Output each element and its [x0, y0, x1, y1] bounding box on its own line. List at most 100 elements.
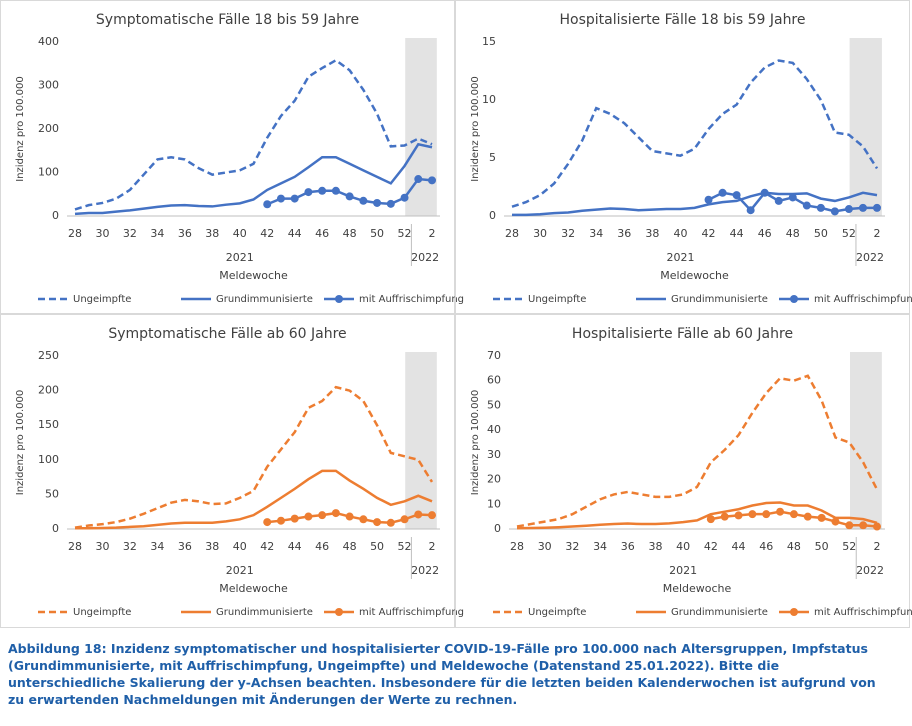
marker [803, 512, 812, 521]
y-tick-label: 70 [487, 349, 501, 362]
chart-title: Hospitalisierte Fälle ab 60 Jahre [572, 326, 793, 342]
year-label: 2022 [856, 564, 884, 577]
marker [718, 188, 727, 197]
x-tick-label: 44 [730, 227, 744, 240]
x-tick-label: 34 [150, 540, 164, 553]
year-label: 2021 [226, 251, 254, 264]
legend-label: Grundimmunisierte [216, 294, 313, 305]
year-label: 2022 [856, 251, 884, 264]
marker [760, 188, 769, 197]
x-tick-label: 38 [205, 540, 219, 553]
marker [263, 200, 272, 209]
marker [428, 176, 436, 185]
marker [276, 194, 285, 203]
x-tick-label: 40 [233, 227, 247, 240]
marker [830, 207, 839, 216]
legend-label: Ungeimpfte [73, 294, 131, 305]
x-tick-label: 46 [759, 540, 773, 553]
marker [789, 510, 798, 519]
marker [802, 201, 811, 210]
y-tick-label: 10 [482, 93, 496, 106]
x-axis-label: Meldewoche [219, 582, 288, 595]
chart-title: Symptomatische Fälle ab 60 Jahre [108, 326, 346, 342]
y-tick-label: 0 [52, 522, 59, 535]
x-tick-label: 50 [370, 227, 384, 240]
shaded-region [405, 38, 437, 216]
marker [290, 514, 299, 523]
year-label: 2022 [411, 251, 439, 264]
x-tick-label: 44 [288, 227, 302, 240]
legend-label: mit Auffrischimpfung [359, 607, 464, 618]
marker [817, 513, 826, 522]
marker [720, 512, 729, 521]
y-tick-label: 150 [38, 418, 59, 431]
marker [386, 199, 395, 208]
x-tick-label: 36 [621, 540, 635, 553]
x-tick-label: 28 [68, 227, 82, 240]
marker [304, 512, 313, 521]
series-line [75, 469, 433, 530]
year-label: 2021 [666, 251, 694, 264]
legend-label: Grundimmunisierte [216, 607, 313, 618]
y-axis-label: Inzidenz pro 100.000 [15, 76, 26, 181]
x-tick-label: 28 [68, 540, 82, 553]
figure: Symptomatische Fälle 18 bis 59 Jahre Inzi… [0, 0, 912, 628]
legend-marker [790, 295, 798, 303]
marker [345, 512, 354, 521]
marker [844, 205, 853, 214]
x-tick-label: 48 [343, 540, 357, 553]
panel-border [0, 0, 455, 314]
y-tick-label: 15 [482, 35, 496, 48]
chart-title: Symptomatische Fälle 18 bis 59 Jahre [96, 12, 359, 28]
marker [831, 517, 840, 526]
y-tick-label: 100 [38, 453, 59, 466]
x-tick-label: 38 [205, 227, 219, 240]
x-axis-label: Meldewoche [660, 269, 729, 282]
legend-label: Ungeimpfte [528, 294, 586, 305]
legend-label: mit Auffrischimpfung [814, 607, 912, 618]
marker [414, 510, 423, 519]
marker [746, 206, 755, 215]
chart-title: Hospitalisierte Fälle 18 bis 59 Jahre [560, 12, 806, 28]
x-tick-label: 50 [370, 540, 384, 553]
x-tick-label: 34 [589, 227, 603, 240]
y-tick-label: 400 [38, 35, 59, 48]
marker [748, 510, 757, 519]
marker [276, 516, 285, 525]
x-tick-label: 48 [343, 227, 357, 240]
year-label: 2021 [226, 564, 254, 577]
shaded-region [849, 38, 882, 216]
marker [788, 193, 797, 202]
y-tick-label: 300 [38, 79, 59, 92]
legend-label: Grundimmunisierte [671, 607, 768, 618]
x-tick-label: 48 [786, 227, 800, 240]
x-tick-label: 44 [732, 540, 746, 553]
y-tick-label: 30 [487, 448, 501, 461]
marker [359, 196, 368, 205]
y-tick-label: 250 [38, 349, 59, 362]
x-tick-label: 40 [673, 227, 687, 240]
x-axis-label: Meldewoche [663, 582, 732, 595]
legend-label: mit Auffrischimpfung [359, 294, 464, 305]
marker [400, 515, 409, 524]
y-tick-label: 10 [487, 497, 501, 510]
marker [414, 175, 423, 184]
x-tick-label: 30 [533, 227, 547, 240]
y-axis-label: Inzidenz pro 100.000 [15, 390, 26, 495]
marker [776, 507, 785, 516]
marker [373, 198, 382, 207]
y-axis-label: Inzidenz pro 100.000 [470, 76, 481, 181]
x-tick-label: 44 [288, 540, 302, 553]
y-tick-label: 5 [489, 151, 496, 164]
panel-border [0, 314, 455, 628]
year-label: 2022 [411, 564, 439, 577]
marker [400, 193, 409, 202]
marker [816, 203, 825, 212]
x-tick-label: 42 [260, 540, 274, 553]
series-line [511, 59, 879, 208]
x-tick-label: 50 [814, 227, 828, 240]
marker [318, 186, 327, 195]
x-tick-label: 52 [398, 540, 412, 553]
marker [331, 186, 340, 195]
y-tick-label: 200 [38, 122, 59, 135]
